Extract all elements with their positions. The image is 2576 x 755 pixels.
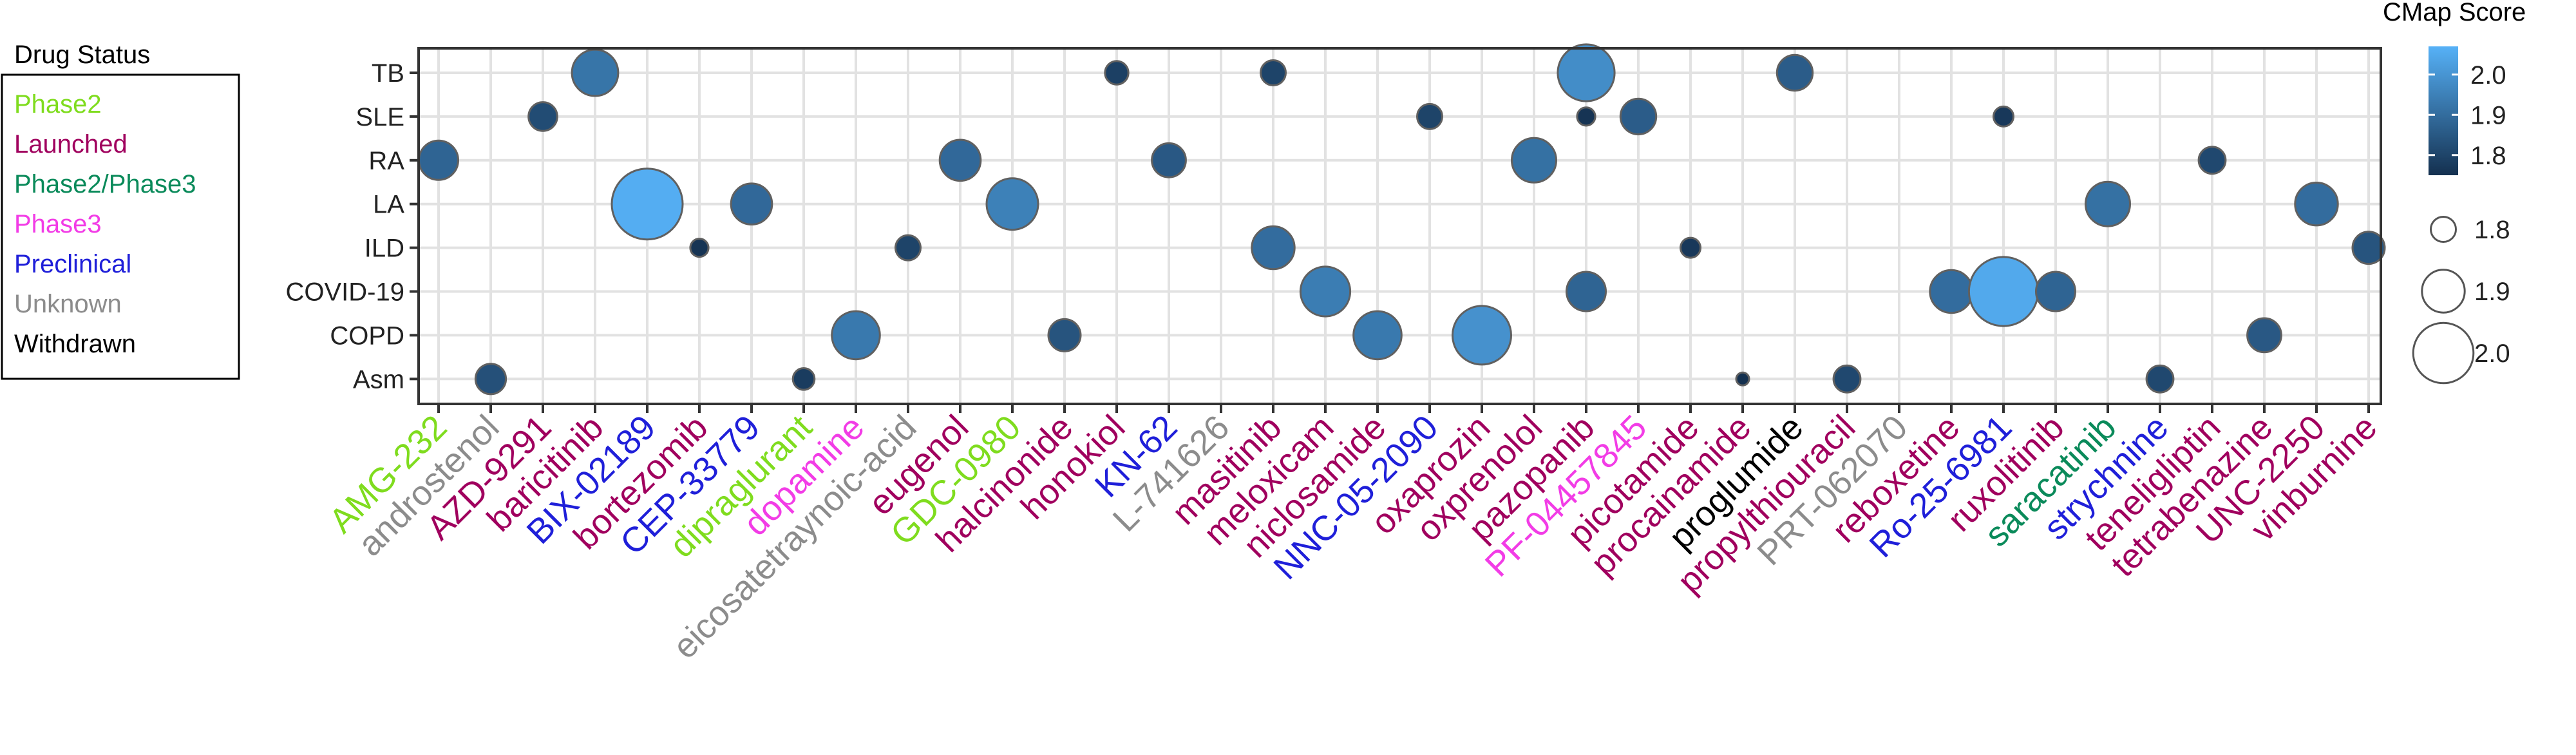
y-tick-label-tb: TB — [372, 59, 404, 88]
point-proglumide-tb — [1776, 53, 1814, 92]
status-legend-phase3: Phase3 — [14, 210, 102, 238]
point-ro-25-6981-covid-19 — [1967, 256, 2040, 327]
size-legend-label-1-8: 1.8 — [2474, 216, 2510, 244]
point-bortezomib-ild — [689, 238, 710, 258]
point-androstenol-asm — [474, 363, 507, 396]
point-azd-9291-sle — [527, 101, 558, 132]
y-tick-label-ra: RA — [368, 147, 404, 175]
point-amg-232-ra — [418, 139, 459, 181]
size-legend-circle-1-8 — [2430, 216, 2457, 243]
x-axis: AMG-232androstenolAZD-9291baricitinibBIX… — [322, 404, 2384, 666]
size-legend-label-1-9: 1.9 — [2474, 278, 2510, 306]
point-propylthiouracil-asm — [1832, 364, 1862, 394]
point-pazopanib-tb — [1557, 43, 1616, 102]
point-strychnine-asm — [2145, 364, 2175, 394]
point-dipraglurant-asm — [791, 367, 816, 391]
point-eugenol-ra — [938, 139, 982, 182]
point-pazopanib-covid-19 — [1566, 271, 1607, 312]
point-dopamine-copd — [831, 310, 881, 361]
y-tick-label-asm: Asm — [353, 365, 404, 394]
point-ruxolitinib-covid-19 — [2035, 271, 2076, 312]
point-masitinib-ild — [1251, 225, 1296, 271]
cmap-score-legend-title: CMap Score — [2383, 0, 2526, 26]
status-legend-launched: Launched — [14, 130, 128, 158]
y-axis: TB SLE RA LA ILD COVID-19 COPD Asm — [286, 59, 419, 394]
status-legend-withdrawn: Withdrawn — [14, 330, 136, 358]
drug-status-legend: Drug Status Phase2 Launched Phase2/Phase3 P… — [1, 41, 240, 380]
point-ro-25-6981-sle — [1993, 105, 2014, 128]
point-baricitinib-tb — [571, 48, 620, 97]
data-points — [418, 43, 2386, 396]
status-legend-phase2-phase3: Phase2/Phase3 — [14, 170, 196, 198]
color-bar-label-2-0: 2.0 — [2470, 61, 2506, 90]
point-meloxicam-covid-19 — [1299, 265, 1352, 318]
size-legend-label-2-0: 2.0 — [2474, 339, 2510, 368]
point-oxaprozin-copd — [1452, 305, 1512, 366]
point-pf-04457845-sle — [1619, 97, 1658, 136]
y-tick-label-copd: COPD — [330, 321, 404, 350]
y-tick-label-covid-19: COVID-19 — [286, 278, 405, 307]
point-picotamide-ild — [1680, 236, 1701, 259]
point-tetrabenazine-copd — [2246, 317, 2282, 354]
grid-lines — [419, 48, 2381, 404]
point-niclosamide-copd — [1352, 310, 1403, 361]
point-gdc-0980-la — [985, 177, 1039, 231]
drug-status-legend-title: Drug Status — [14, 41, 150, 69]
point-pazopanib-sle — [1576, 106, 1596, 127]
point-bix-02189-la — [611, 167, 684, 241]
color-bar — [2429, 46, 2458, 175]
point-saracatinib-la — [2085, 180, 2131, 227]
status-legend-phase2: Phase2 — [14, 90, 102, 119]
point-oxprenolol-ra — [1511, 137, 1557, 184]
point-honokiol-tb — [1104, 60, 1130, 86]
point-reboxetine-covid-19 — [1929, 269, 1974, 314]
point-vinburnine-ild — [2351, 231, 2386, 265]
y-tick-label-sle: SLE — [355, 103, 404, 131]
size-legend-circle-1-9 — [2421, 269, 2466, 314]
y-tick-label-la: LA — [373, 191, 404, 219]
point-halcinonide-copd — [1047, 318, 1082, 352]
cmap-score-legend: CMap Score 2.0 1.9 1.8 1.8 1.9 2.0 — [2383, 0, 2526, 385]
y-tick-label-ild: ILD — [365, 234, 404, 263]
panel-border — [417, 47, 2382, 405]
point-unc-2250-la — [2294, 182, 2339, 227]
point-masitinib-tb — [1260, 59, 1287, 86]
size-legend-circle-2-0 — [2412, 321, 2475, 385]
color-bar-label-1-8: 1.8 — [2470, 142, 2506, 170]
point-nnc-05-2090-sle — [1416, 102, 1443, 130]
point-cep-33779-la — [730, 182, 773, 226]
point-eicosatetraynoic-acid-ild — [895, 234, 922, 262]
point-teneligliptin-ra — [2197, 146, 2227, 175]
color-bar-label-1-9: 1.9 — [2470, 101, 2506, 129]
point-procainamide-asm — [1735, 371, 1750, 387]
drug-status-legend-box — [1, 73, 240, 380]
point-kn-62-ra — [1151, 142, 1187, 178]
status-legend-unknown: Unknown — [14, 290, 122, 318]
status-legend-preclinical: Preclinical — [14, 250, 131, 278]
